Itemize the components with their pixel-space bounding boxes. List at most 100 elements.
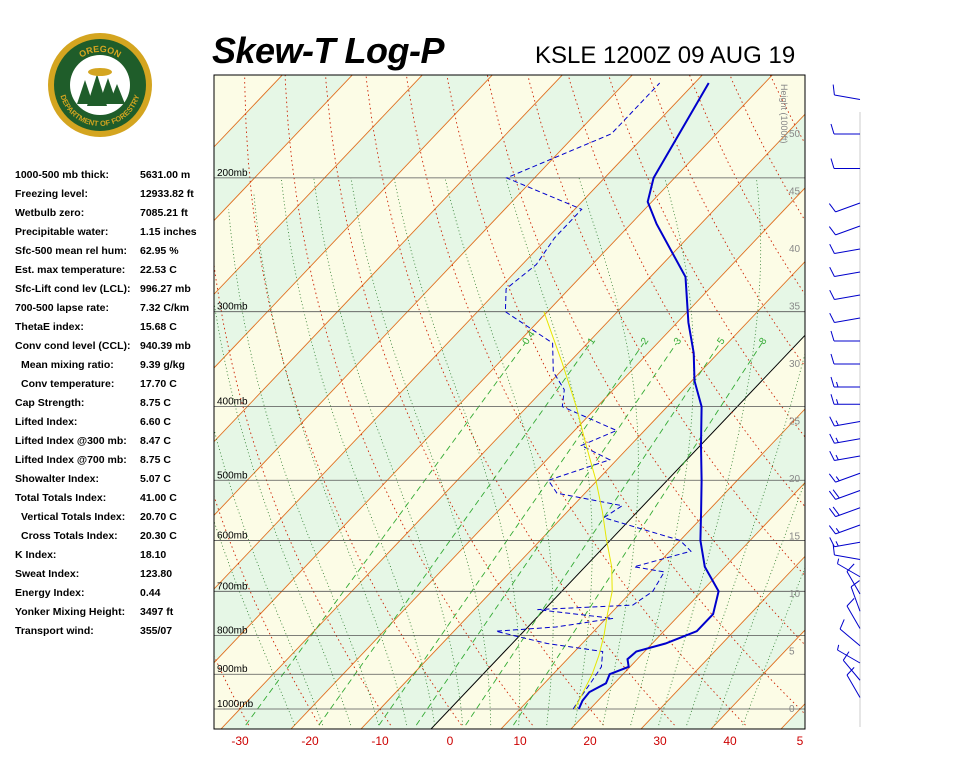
- index-row: Total Totals Index: 41.00 C: [15, 492, 225, 511]
- index-label: Conv cond level (CCL):: [15, 340, 131, 352]
- index-row: Sweat Index: 123.80: [15, 568, 225, 587]
- moist-adiabat-line: [444, 177, 554, 726]
- pressure-label: 600mb: [217, 530, 248, 541]
- wind-barb-feather: [829, 537, 835, 547]
- wind-barb-feather: [832, 544, 835, 556]
- dry-adiabat-line: [648, 75, 805, 368]
- index-row: Sfc-Lift cond lev (LCL): 996.27 mb: [15, 283, 225, 302]
- index-label: Est. max temperature:: [15, 264, 126, 276]
- height-axis-label: Height (1000ft): [779, 84, 789, 144]
- index-value: 123.80: [140, 568, 173, 580]
- index-label: Vertical Totals Index:: [21, 511, 126, 523]
- station-time-label: KSLE 1200Z 09 AUG 19: [535, 42, 796, 69]
- wind-barb: [835, 524, 861, 535]
- isotherm-line: [214, 75, 423, 295]
- mixing-ratio-label: 3: [672, 336, 684, 347]
- index-value: 940.39 mb: [140, 340, 191, 352]
- height-tick-label: 25: [789, 417, 801, 428]
- index-value: 41.00 C: [140, 492, 177, 504]
- index-row: ThetaE index: 15.68 C: [15, 321, 225, 340]
- index-label: Sfc-500 mean rel hum:: [15, 245, 128, 257]
- mixing-ratio-label: 8: [757, 336, 769, 347]
- isotherm-line: [360, 260, 805, 729]
- index-value: 3497 ft: [140, 606, 174, 618]
- index-row: K Index: 18.10: [15, 549, 225, 568]
- index-row: Mean mixing ratio: 9.39 g/kg: [15, 359, 225, 378]
- index-row: Vertical Totals Index: 20.70 C: [15, 511, 225, 530]
- zero-isotherm-line: [430, 334, 805, 729]
- index-label: 1000-500 mb thick:: [15, 169, 109, 181]
- moist-adiabat-line: [630, 177, 695, 726]
- wind-barb-feather: [832, 489, 840, 499]
- index-value: 5631.00 m: [140, 169, 191, 181]
- wind-barb-half-feather: [836, 399, 839, 405]
- wind-barb-feather: [828, 507, 836, 517]
- index-row: Est. max temperature: 22.53 C: [15, 264, 225, 283]
- wind-barb-feather: [828, 203, 836, 213]
- height-tick-label: 45: [789, 187, 801, 198]
- wind-barb-feather: [829, 289, 835, 300]
- index-row: Conv cond level (CCL): 940.39 mb: [15, 340, 225, 359]
- wind-barb: [834, 455, 861, 462]
- dry-adiabat-line: [214, 654, 249, 726]
- wind-barb-feather: [830, 376, 835, 388]
- wind-barb-feather: [832, 84, 835, 96]
- wind-barb-feather: [829, 312, 835, 323]
- temperature-trace: [577, 82, 720, 710]
- index-row: Cross Totals Index: 20.30 C: [15, 530, 225, 549]
- index-label: Cross Totals Index:: [21, 530, 118, 542]
- wind-barb-half-feather: [836, 558, 840, 564]
- dry-adiabat-line: [214, 261, 391, 726]
- index-value: 18.10: [140, 549, 167, 561]
- wind-barb-half-feather: [835, 541, 839, 547]
- index-row: 1000-500 mb thick: 5631.00 m: [15, 169, 225, 188]
- index-value: 17.70 C: [140, 378, 177, 390]
- moist-adiabat-line: [214, 299, 352, 726]
- wind-barb-column: [828, 84, 861, 727]
- index-label: 700-500 lapse rate:: [15, 302, 109, 314]
- sounding-indices-table: 1000-500 mb thick: 5631.00 m Freezing leve…: [15, 169, 225, 644]
- index-row: Sfc-500 mean rel hum: 62.95 %: [15, 245, 225, 264]
- index-value: 7085.21 ft: [140, 207, 188, 219]
- index-label: Sweat Index:: [15, 568, 80, 580]
- index-row: Transport wind: 355/07: [15, 625, 225, 644]
- wind-barb-feather: [842, 651, 850, 661]
- index-value: 6.60 C: [140, 416, 171, 428]
- index-row: Lifted Index: 6.60 C: [15, 416, 225, 435]
- isotherm-line: [214, 75, 493, 369]
- wind-barb: [834, 554, 861, 560]
- wind-barb-feather: [829, 243, 835, 254]
- wind-barb-half-feather: [836, 644, 840, 651]
- index-value: 8.75 C: [140, 454, 171, 466]
- index-value: 7.32 C/km: [140, 302, 190, 314]
- mixing-ratio-label: 5: [715, 336, 727, 347]
- temperature-tick-label: 0: [447, 734, 454, 748]
- dry-adiabat-line: [949, 36, 960, 725]
- moist-adiabat-line: [393, 177, 521, 726]
- wind-barb: [835, 490, 861, 500]
- index-label: ThetaE index:: [15, 321, 84, 333]
- index-label: Wetbulb zero:: [15, 207, 85, 219]
- wind-barb: [846, 674, 861, 698]
- index-label: Mean mixing ratio:: [21, 359, 114, 371]
- wind-barb-half-feather: [835, 437, 839, 443]
- wind-barb-feather: [828, 490, 836, 500]
- dry-adiabat-line: [365, 75, 675, 726]
- index-label: Conv temperature:: [21, 378, 115, 390]
- isotherm-band: [214, 75, 805, 729]
- index-value: 9.39 g/kg: [140, 359, 185, 371]
- wind-barb: [834, 248, 861, 255]
- height-tick-label: 20: [789, 474, 801, 485]
- wind-barb-feather: [850, 580, 860, 588]
- wind-barb-half-feather: [836, 381, 839, 388]
- index-value: 355/07: [140, 625, 173, 637]
- moist-adiabat-line: [280, 177, 436, 726]
- dry-adiabat-line: [909, 36, 960, 725]
- wind-barb-feather: [828, 525, 836, 535]
- wind-barb-feather: [830, 330, 835, 342]
- wind-barb-feather: [830, 123, 835, 135]
- dry-adiabat-line: [446, 75, 805, 715]
- wind-barb: [835, 202, 861, 213]
- height-tick-label: 50: [789, 129, 801, 140]
- wind-barb: [834, 94, 861, 100]
